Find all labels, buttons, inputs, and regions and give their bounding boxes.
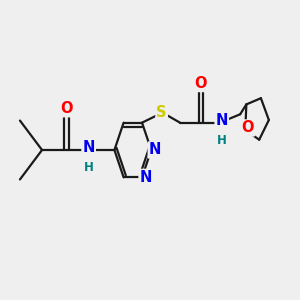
- Text: O: O: [195, 76, 207, 91]
- Text: H: H: [217, 134, 227, 147]
- Text: O: O: [60, 101, 73, 116]
- Text: N: N: [216, 113, 228, 128]
- Text: H: H: [84, 161, 94, 174]
- Text: N: N: [140, 170, 152, 185]
- Text: O: O: [242, 121, 254, 136]
- Text: S: S: [156, 105, 167, 120]
- Text: N: N: [149, 142, 161, 158]
- Text: N: N: [82, 140, 95, 155]
